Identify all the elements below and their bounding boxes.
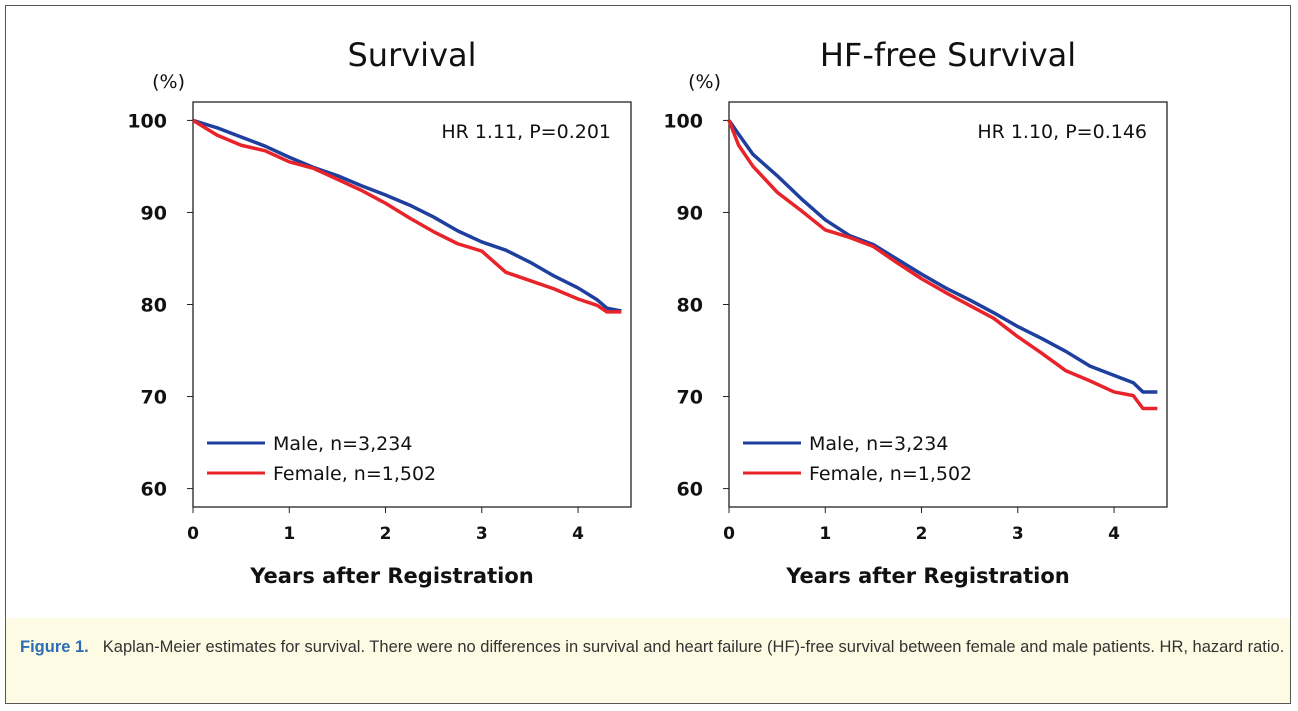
x-axis-label: Years after Registration bbox=[249, 564, 533, 588]
legend-label: Female, n=1,502 bbox=[273, 463, 436, 485]
y-tick-label: 90 bbox=[677, 202, 703, 224]
x-tick-label: 1 bbox=[819, 524, 831, 544]
x-tick-label: 2 bbox=[380, 524, 392, 544]
chart-title: Survival bbox=[347, 36, 476, 74]
x-tick-label: 2 bbox=[916, 524, 928, 544]
survival-curve bbox=[727, 119, 1158, 411]
x-tick-label: 0 bbox=[187, 524, 199, 544]
x-tick-label: 3 bbox=[476, 524, 488, 544]
y-tick-label: 80 bbox=[141, 295, 167, 317]
survival-curve bbox=[192, 118, 622, 314]
annotation: HR 1.11, P=0.201 bbox=[441, 121, 611, 143]
x-tick-label: 3 bbox=[1012, 524, 1024, 544]
annotation: HR 1.10, P=0.146 bbox=[977, 121, 1147, 143]
y-tick-label: 100 bbox=[127, 110, 167, 132]
y-axis-label: (%) bbox=[688, 71, 721, 93]
y-tick-label: 70 bbox=[677, 387, 703, 409]
y-tick-label: 60 bbox=[141, 479, 167, 501]
y-tick-label: 70 bbox=[141, 387, 167, 409]
y-tick-label: 90 bbox=[141, 202, 167, 224]
y-tick-label: 80 bbox=[677, 295, 703, 317]
figure-frame bbox=[5, 5, 1291, 704]
survival-curve bbox=[192, 118, 622, 313]
caption-label: Figure 1. bbox=[20, 638, 89, 656]
chart-title: HF-free Survival bbox=[820, 36, 1076, 74]
x-tick-label: 1 bbox=[283, 524, 295, 544]
charts: Survival (%) Years after Registration HR 1.… bbox=[127, 36, 1168, 588]
y-axis-label: (%) bbox=[152, 71, 185, 93]
caption: Figure 1. Kaplan-Meier estimates for surv… bbox=[6, 618, 1290, 703]
legend-label: Female, n=1,502 bbox=[809, 463, 972, 485]
caption-text: Kaplan-Meier estimates for survival. The… bbox=[102, 638, 1285, 656]
legend-label: Male, n=3,234 bbox=[273, 433, 412, 455]
x-tick-label: 0 bbox=[723, 524, 735, 544]
survival-curve bbox=[727, 119, 1158, 394]
y-tick-label: 100 bbox=[663, 110, 703, 132]
x-tick-label: 4 bbox=[572, 524, 584, 544]
x-tick-label: 4 bbox=[1108, 524, 1120, 544]
legend-label: Male, n=3,234 bbox=[809, 433, 948, 455]
y-tick-label: 60 bbox=[677, 479, 703, 501]
x-axis-label: Years after Registration bbox=[785, 564, 1069, 588]
